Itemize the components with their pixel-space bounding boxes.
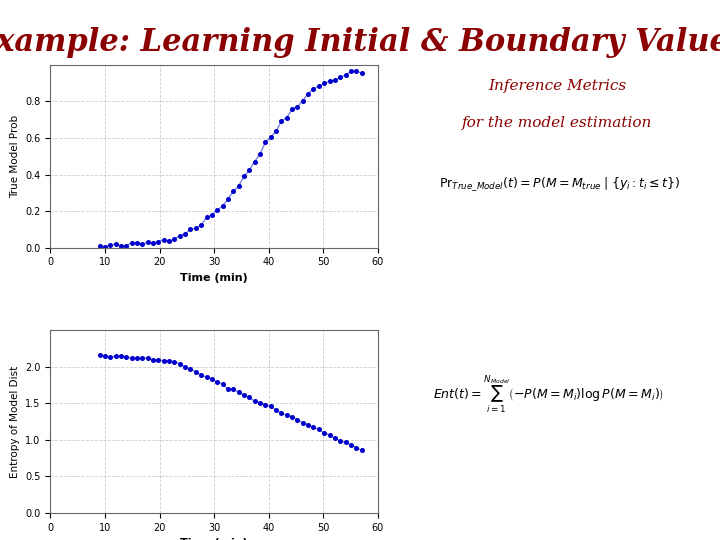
Y-axis label: Entropy of Model Dist: Entropy of Model Dist <box>10 366 19 478</box>
Text: for the model estimation: for the model estimation <box>462 116 652 130</box>
Text: $\mathrm{Pr}_{True\_Model}(t) = P(M = M_{true} \mid \{y_i : t_i \leq t\})$: $\mathrm{Pr}_{True\_Model}(t) = P(M = M_… <box>439 175 680 193</box>
X-axis label: Time (min): Time (min) <box>180 538 248 540</box>
X-axis label: Time (min): Time (min) <box>180 273 248 283</box>
Text: Inference Metrics: Inference Metrics <box>488 79 626 93</box>
Text: $Ent(t) = \sum_{i=1}^{N_{Model}} \left(-P(M=M_i)\log P(M=M_i)\right)$: $Ent(t) = \sum_{i=1}^{N_{Model}} \left(-… <box>433 373 664 415</box>
Text: Example: Learning Initial & Boundary Values: Example: Learning Initial & Boundary Val… <box>0 27 720 58</box>
Y-axis label: True Model Prob: True Model Prob <box>10 114 19 198</box>
